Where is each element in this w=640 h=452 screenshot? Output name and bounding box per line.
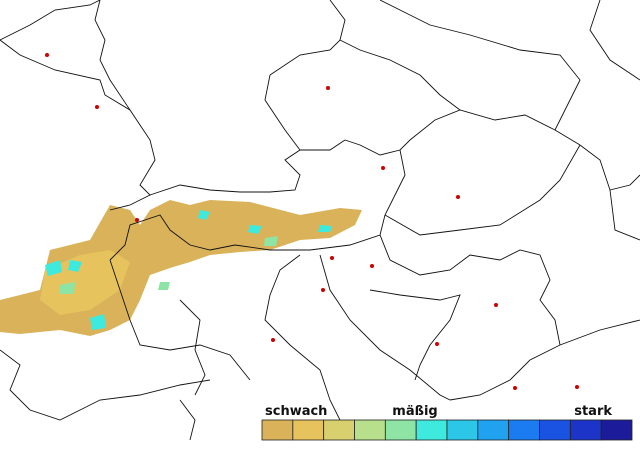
legend-swatch	[477, 419, 510, 441]
legend-swatch	[446, 419, 479, 441]
legend-swatch	[600, 419, 633, 441]
legend-swatch	[539, 419, 571, 441]
cities	[45, 53, 579, 390]
borders	[0, 0, 640, 441]
legend-swatch	[508, 419, 540, 441]
precipitation	[0, 200, 362, 336]
legend-swatch	[415, 419, 448, 441]
legend-label: schwach	[265, 404, 327, 419]
legend-swatch	[354, 419, 386, 441]
legend-label: mäßig	[392, 404, 437, 419]
legend: schwach mäßig stark	[261, 404, 633, 441]
legend-swatch	[261, 419, 294, 441]
legend-swatch	[323, 419, 355, 441]
legend-swatch	[292, 419, 325, 441]
legend-label: stark	[574, 404, 612, 419]
legend-swatch	[384, 419, 417, 441]
legend-swatch	[569, 419, 602, 441]
